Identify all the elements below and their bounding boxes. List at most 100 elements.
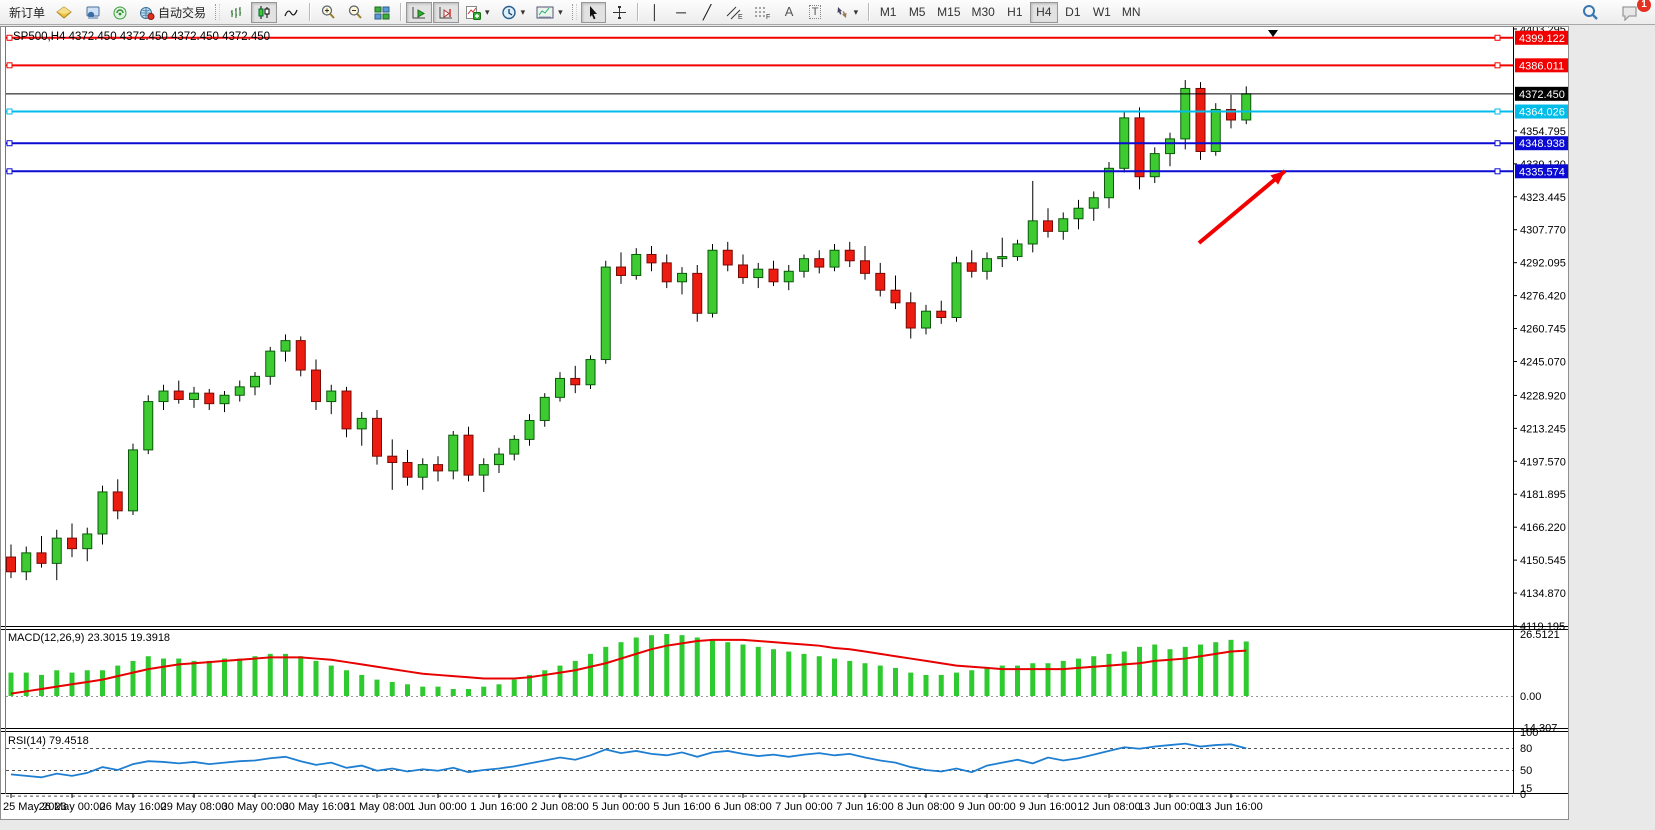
fibonacci-button[interactable]: F [749,2,776,23]
candle [921,310,931,329]
line-handle[interactable] [6,168,13,175]
chart-shift-icon [439,6,453,18]
search-button[interactable] [1576,2,1604,23]
candle [783,270,794,283]
text-label-button[interactable]: T [803,2,828,23]
macd-histogram-bar [1137,646,1142,696]
rsi-axis-label: 80 [1520,743,1532,755]
candle [1027,220,1038,245]
macd-histogram-bar [679,635,685,696]
macd-histogram-bar [557,665,563,696]
line-handle[interactable] [1494,140,1501,147]
time-axis-label: 7 Jun 16:00 [836,801,894,813]
macd-histogram-bar [1091,656,1097,696]
candle [905,302,916,329]
candle [67,537,77,550]
candle [204,392,215,405]
chart-shift-button[interactable] [433,1,460,23]
timeframe-MN[interactable]: MN [1117,2,1146,23]
candle [585,359,596,386]
toolbar-grip[interactable] [571,4,577,20]
zoom-in-button[interactable] [315,2,341,23]
timeframe-M15[interactable]: M15 [932,2,965,23]
price-tick-label: 4134.870 [1520,588,1566,600]
macd-histogram-bar [496,684,502,696]
macd-histogram-bar [816,656,822,696]
line-handle[interactable] [1494,62,1501,69]
rsi-axis-label: 50 [1520,765,1532,777]
candle [570,377,581,386]
macd-histogram-bar [8,672,14,696]
macd-histogram-bar [649,635,654,696]
cursor-button[interactable] [580,1,606,23]
line-handle[interactable] [1494,34,1501,41]
arrow-annotation[interactable] [1197,169,1287,245]
timeframe-H4[interactable]: H4 [1029,1,1058,23]
terminal-button[interactable] [107,2,133,23]
horizontal-line-button[interactable]: ─ [669,2,694,23]
time-axis-label: 2 Jun 08:00 [531,801,589,813]
macd-histogram-bar [786,651,792,696]
auto-scroll-button[interactable] [406,1,433,23]
candlestick-button[interactable] [251,1,278,23]
crosshair-button[interactable] [607,2,632,23]
timeframe-M1[interactable]: M1 [874,2,902,23]
timeframe-M5[interactable]: M5 [903,2,931,23]
price-tick-label: 4292.095 [1520,258,1566,270]
templates-button[interactable]: ▾ [531,2,568,23]
new-order-button[interactable]: 新订单 [4,2,50,23]
bar-chart-button[interactable] [224,2,250,23]
trendline-button[interactable]: ╱ [695,2,720,23]
candle [21,552,32,573]
arrow-head [1270,171,1285,185]
tile-windows-button[interactable] [369,2,395,23]
line-handle[interactable] [1494,108,1501,115]
timeframe-H1[interactable]: H1 [1001,2,1029,23]
candle [128,449,138,512]
toolbar-separator [400,3,402,21]
terminal-icon [113,6,127,19]
arrows-button[interactable]: ▾ [829,2,864,23]
line-handle[interactable] [6,108,13,115]
line-handle[interactable] [6,34,13,41]
time-axis-label: 30 May 16:00 [283,801,350,813]
line-handle[interactable] [1494,168,1501,175]
macd-histogram-bar [466,688,471,696]
periods-clock-icon [501,5,516,19]
vertical-line-button[interactable]: │ [643,2,668,23]
time-axis-label: 5 Jun 00:00 [592,801,650,813]
text-label-icon: T [808,5,822,19]
price-tag [1515,164,1568,179]
macd-histogram-bar [405,684,410,696]
candle [51,537,62,564]
candle [829,249,840,268]
zoom-out-button[interactable] [342,2,368,23]
text-button[interactable]: A [777,2,802,23]
market-watch-button[interactable] [51,2,78,23]
price-tick-label: 4150.545 [1520,555,1566,567]
time-axis-label: 31 May 08:00 [344,801,411,813]
indicators-button[interactable]: ▾ [460,2,495,23]
navigator-button[interactable] [79,2,106,23]
macd-histogram-bar [237,658,243,696]
timeframe-M30[interactable]: M30 [967,2,1000,23]
macd-histogram-bar [664,633,670,696]
timeframe-D1[interactable]: D1 [1059,2,1087,23]
line-chart-button[interactable] [278,2,304,23]
autotrade-icon [140,6,155,20]
autotrade-button[interactable]: 自动交易 [134,2,211,23]
chart-window[interactable]: 4403.2954354.7954339.1204323.4454307.770… [0,24,1569,820]
macd-histogram-bar [420,686,426,696]
timeframe-W1[interactable]: W1 [1088,2,1116,23]
line-handle[interactable] [6,62,13,69]
equidistant-channel-button[interactable]: E [721,2,748,23]
candle [280,340,291,352]
chat-button[interactable]: 1 [1616,0,1651,23]
candle [997,256,1008,260]
periods-button[interactable]: ▾ [496,2,531,23]
navigator-icon [86,6,100,19]
toolbar-grip[interactable] [215,4,221,20]
chart-canvas[interactable]: 4403.2954354.7954339.1204323.4454307.770… [1,24,1568,819]
time-axis-label: 8 Jun 08:00 [897,801,955,813]
line-handle[interactable] [6,140,13,147]
